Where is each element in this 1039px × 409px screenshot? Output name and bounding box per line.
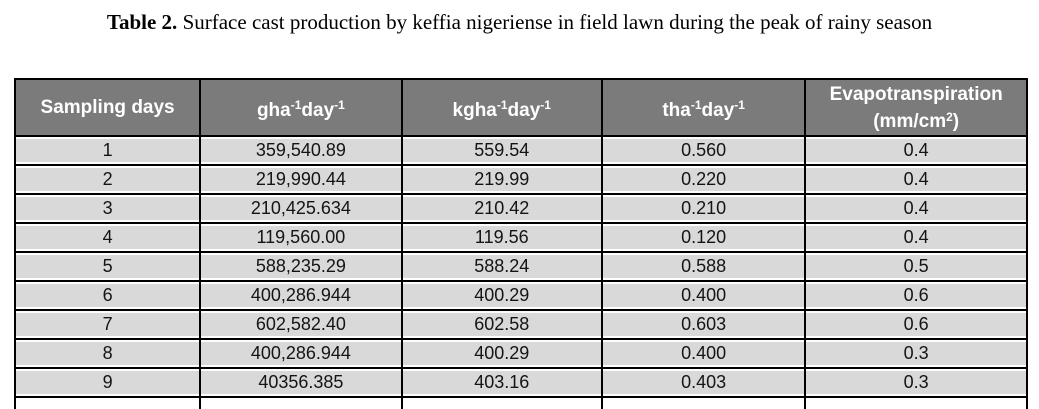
page-title: Table 2. Surface cast production by keff… <box>70 0 970 38</box>
table-container: Sampling days gha-1day-1 kgha-1day-1 tha… <box>14 78 1028 409</box>
cell-g: 588,235.29 <box>199 251 403 282</box>
cell-kg: 400.29 <box>400 338 603 369</box>
cell-kg: 400.29 <box>400 280 603 311</box>
cell-kg: 210.42 <box>400 193 603 224</box>
table-caption: Surface cast production by keffia nigeri… <box>177 10 933 34</box>
cell-t: 0.210 <box>600 193 807 224</box>
cell-g: 119,560.00 <box>199 222 403 253</box>
cell-g: 400,286.944 <box>199 280 403 311</box>
cell-t: 0.220 <box>600 164 807 195</box>
cell-evap: 0.3 <box>804 338 1028 369</box>
cell-kg: 588.24 <box>400 251 603 282</box>
header-row: Sampling days gha-1day-1 kgha-1day-1 tha… <box>14 78 1028 137</box>
cell-t: 0.588 <box>600 251 807 282</box>
cell-kg: 403.16 <box>400 367 603 398</box>
cell-t: 0.560 <box>600 135 807 166</box>
cell-kg: 119.56 <box>400 222 603 253</box>
cell-g: 400,286.944 <box>199 338 403 369</box>
table-row: 1 359,540.89 559.54 0.560 0.4 <box>14 135 1028 166</box>
column-header-sampling-days: Sampling days <box>14 78 202 137</box>
cell-g: 210,425.634 <box>199 193 403 224</box>
cell-evap: 0.6 <box>804 309 1028 340</box>
cell-t: 0.120 <box>600 222 807 253</box>
table-row: 4 119,560.00 119.56 0.120 0.4 <box>14 222 1028 253</box>
cell-evap: 0.6 <box>804 280 1028 311</box>
table-row: 2 219,990.44 219.99 0.220 0.4 <box>14 164 1028 195</box>
table-header: Sampling days gha-1day-1 kgha-1day-1 tha… <box>14 78 1028 137</box>
cell-g: 602,582.40 <box>199 309 403 340</box>
table-row: 3 210,425.634 210.42 0.210 0.4 <box>14 193 1028 224</box>
cell-day: 8 <box>14 338 202 369</box>
cell-kg: 559.54 <box>400 135 603 166</box>
column-header-t-per-ha-day: tha-1day-1 <box>600 78 807 137</box>
cell-evap: 0.3 <box>804 367 1028 398</box>
cell-g: 359,540.89 <box>199 135 403 166</box>
cell-evap: 0.4 <box>804 164 1028 195</box>
cell-t: 0.603 <box>600 309 807 340</box>
cell-day: 4 <box>14 222 202 253</box>
cell-day: 3 <box>14 193 202 224</box>
cell-evap: 0.4 <box>804 135 1028 166</box>
cell-evap: 0.5 <box>804 251 1028 282</box>
cell-day: 5 <box>14 251 202 282</box>
column-header-kg-per-ha-day: kgha-1day-1 <box>400 78 603 137</box>
cell-day: 9 <box>14 367 202 398</box>
cell-day: 6 <box>14 280 202 311</box>
cell-day: 2 <box>14 164 202 195</box>
table-number-label: Table 2. <box>106 10 178 34</box>
cell-evap: 0.4 <box>804 222 1028 253</box>
cell-kg: 219.99 <box>400 164 603 195</box>
table-row: 7 602,582.40 602.58 0.603 0.6 <box>14 309 1028 340</box>
cell-g: 219,990.44 <box>199 164 403 195</box>
column-header-g-per-ha-day: gha-1day-1 <box>199 78 403 137</box>
column-header-evapotranspiration: Evapotranspiration (mm/cm2) <box>804 78 1028 137</box>
table-row: 5 588,235.29 588.24 0.588 0.5 <box>14 251 1028 282</box>
table-row: 9 40356.385 403.16 0.403 0.3 <box>14 367 1028 398</box>
cell-t: 0.400 <box>600 338 807 369</box>
cell-evap: 0.4 <box>804 193 1028 224</box>
cell-day: 1 <box>14 135 202 166</box>
cell-t: 0.400 <box>600 280 807 311</box>
table-body: 1 359,540.89 559.54 0.560 0.4 2 219,990.… <box>14 135 1028 409</box>
cell-day: 7 <box>14 309 202 340</box>
table-row-cutoff <box>14 396 1028 409</box>
cell-g: 40356.385 <box>199 367 403 398</box>
cell-t: 0.403 <box>600 367 807 398</box>
table-row: 6 400,286.944 400.29 0.400 0.6 <box>14 280 1028 311</box>
cell-kg: 602.58 <box>400 309 603 340</box>
table-row: 8 400,286.944 400.29 0.400 0.3 <box>14 338 1028 369</box>
data-table: Sampling days gha-1day-1 kgha-1day-1 tha… <box>14 78 1028 409</box>
